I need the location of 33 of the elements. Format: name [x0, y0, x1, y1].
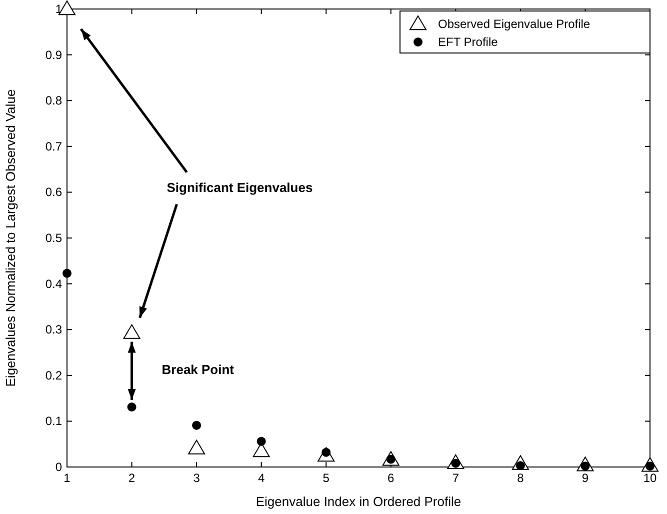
annotation: Significant Eigenvalues — [166, 180, 313, 196]
x-axis-title: Eigenvalue Index in Ordered Profile — [256, 494, 462, 509]
annotation: Break Point — [162, 362, 235, 377]
point — [256, 436, 266, 446]
y-tick-label: 0.8 — [45, 94, 62, 108]
point — [188, 440, 206, 454]
legend-label: EFT Profile — [438, 35, 498, 49]
y-tick-label: 0.9 — [45, 48, 62, 62]
x-tick-label: 3 — [193, 471, 200, 485]
y-tick-label: 0.1 — [45, 414, 62, 428]
x-tick-label: 4 — [258, 471, 265, 485]
x-tick-label: 9 — [582, 471, 589, 485]
point — [123, 324, 140, 339]
x-tick-label: 6 — [388, 471, 395, 485]
y-tick-label: 0.5 — [45, 231, 62, 245]
x-tick-label: 5 — [322, 471, 330, 485]
point — [127, 402, 136, 412]
point — [192, 420, 202, 430]
x-tick-label: 8 — [517, 471, 524, 485]
x-tick-label: 10 — [643, 471, 657, 485]
y-tick-label: 0.7 — [45, 139, 62, 154]
point — [62, 268, 72, 278]
y-tick-label: 0 — [55, 460, 62, 474]
y-axis-title: Eigenvalues Normalized to Largest Observed Value — [3, 89, 18, 387]
y-tick-label: 0.6 — [45, 185, 62, 200]
x-tick-label: 7 — [452, 471, 460, 485]
legend-label: Observed Eigenvalue Profile — [438, 17, 590, 31]
y-tick-label: 0.2 — [45, 368, 62, 382]
x-tick-label: 1 — [64, 471, 71, 485]
y-tick-label: 0.3 — [45, 322, 62, 337]
point — [58, 0, 76, 16]
y-tick-label: 0.4 — [45, 276, 62, 291]
x-tick-label: 2 — [128, 471, 136, 485]
